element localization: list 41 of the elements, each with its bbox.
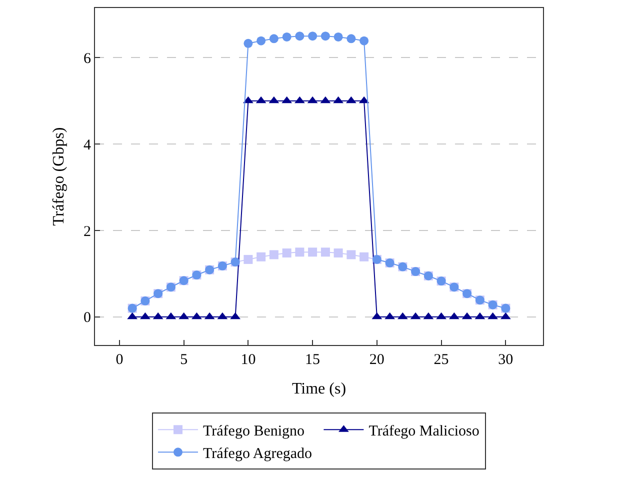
x-tick-label: 5	[180, 352, 188, 368]
point	[334, 248, 343, 258]
point	[346, 250, 356, 260]
point	[269, 250, 278, 260]
y-tick-label: 2	[84, 224, 91, 240]
point	[244, 38, 253, 48]
legend-label: Tráfego Benigno	[203, 424, 305, 440]
point	[244, 254, 253, 264]
legend-label: Tráfego Agregado	[203, 446, 312, 462]
x-tick-label: 20	[369, 352, 384, 368]
point	[282, 248, 292, 258]
y-tick-label: 0	[84, 310, 91, 326]
point	[488, 312, 498, 320]
point	[295, 248, 304, 257]
point	[320, 248, 330, 257]
point	[334, 32, 343, 42]
y-axis-title: Tráfego (Gbps)	[50, 127, 68, 226]
point	[308, 32, 318, 41]
x-axis-title: Time (s)	[292, 380, 346, 398]
point	[295, 32, 304, 41]
x-tick-label: 10	[240, 352, 256, 368]
y-tick-label: 4	[84, 137, 92, 154]
x-tick-label: 25	[434, 352, 449, 368]
x-tick-label: 0	[116, 352, 124, 368]
point	[360, 36, 369, 46]
point	[308, 248, 318, 257]
point	[360, 252, 369, 262]
x-tick-label: 15	[305, 352, 320, 368]
point	[269, 34, 278, 44]
point	[384, 312, 395, 320]
legend-label: Tráfego Malicioso	[368, 424, 480, 440]
point	[256, 36, 266, 46]
point	[256, 252, 266, 262]
y-tick-label: 6	[84, 50, 92, 67]
point	[282, 32, 292, 42]
point	[436, 312, 446, 320]
point	[346, 34, 356, 44]
point	[140, 312, 150, 320]
point	[192, 312, 202, 320]
point	[320, 32, 330, 41]
x-tick-label: 30	[498, 352, 514, 368]
